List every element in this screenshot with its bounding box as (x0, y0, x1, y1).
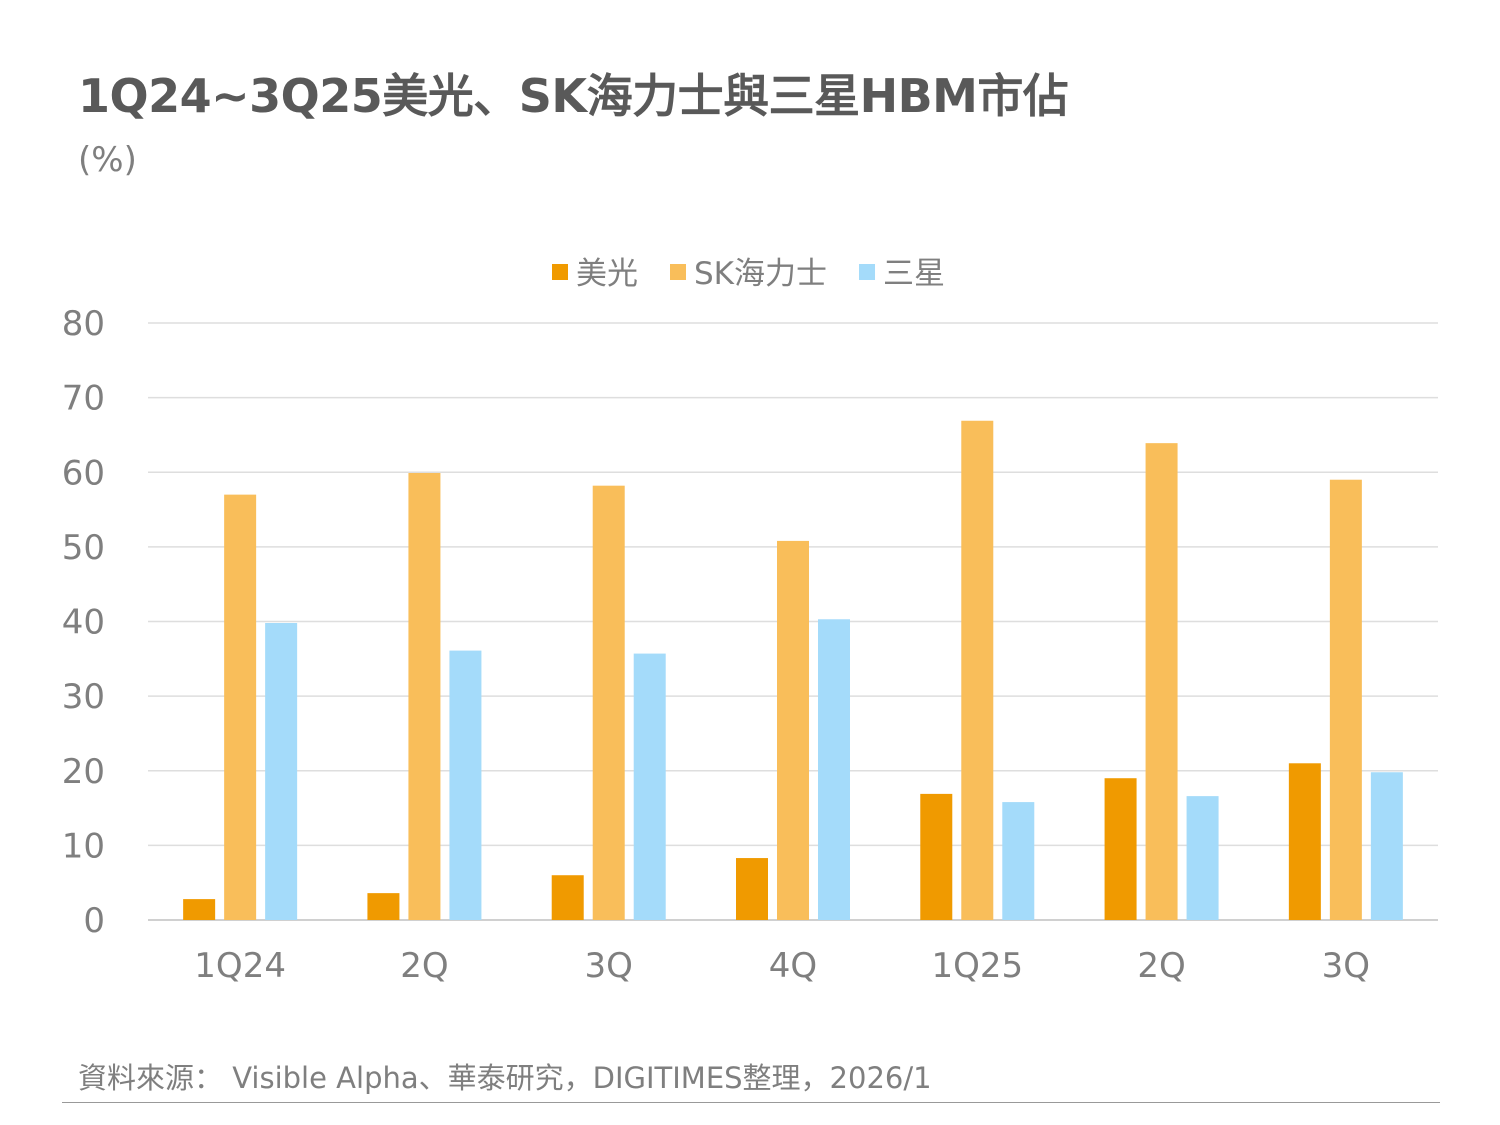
unit-label: (%) (78, 140, 137, 180)
x-tick-label: 3Q (585, 946, 633, 986)
bar-三星-2Q (1186, 796, 1219, 920)
legend-label: SK海力士 (694, 256, 827, 292)
y-tick-label: 60 (62, 453, 105, 493)
bar-SK海力士-2Q (1145, 443, 1178, 920)
bar-SK海力士-1Q25 (961, 420, 994, 920)
x-tick-label: 1Q25 (931, 946, 1023, 986)
bar-SK海力士-3Q (592, 485, 625, 920)
x-tick-label: 4Q (769, 946, 817, 986)
bar-美光-2Q (367, 893, 400, 920)
x-tick-label: 2Q (400, 946, 448, 986)
bar-三星-2Q (449, 650, 482, 920)
bar-SK海力士-4Q (777, 540, 809, 920)
x-tick-label: 1Q24 (194, 946, 286, 986)
y-tick-label: 70 (62, 379, 105, 419)
bar-美光-2Q (1104, 778, 1137, 920)
bar-美光-1Q25 (920, 793, 953, 920)
legend-label: 美光 (576, 256, 638, 292)
bar-三星-1Q25 (1002, 802, 1035, 920)
bar-美光-3Q (551, 875, 584, 920)
divider (62, 1102, 1440, 1103)
bar-美光-3Q (1288, 763, 1321, 920)
bar-美光-1Q24 (183, 899, 216, 920)
bar-三星-3Q (633, 653, 666, 920)
bar-三星-3Q (1370, 772, 1403, 920)
y-tick-label: 10 (62, 826, 105, 866)
y-tick-label: 20 (62, 752, 105, 792)
x-tick-label: 3Q (1322, 946, 1370, 986)
bar-SK海力士-2Q (408, 472, 441, 920)
legend-swatch (552, 264, 568, 280)
y-tick-label: 40 (62, 603, 105, 643)
legend-swatch (859, 264, 876, 280)
bar-SK海力士-3Q (1329, 479, 1362, 920)
source-note: 資料來源： Visible Alpha、華泰研究，DIGITIMES整理，202… (78, 1061, 932, 1095)
x-tick-label: 2Q (1137, 946, 1185, 986)
legend-swatch (670, 264, 686, 280)
bar-三星-4Q (818, 619, 850, 920)
y-tick-label: 50 (62, 528, 105, 568)
chart-title: 1Q24~3Q25美光、SK海力士與三星HBM市佔 (78, 69, 1069, 123)
y-tick-label: 30 (62, 677, 105, 717)
y-tick-label: 0 (83, 901, 105, 941)
bar-SK海力士-1Q24 (224, 494, 257, 920)
y-tick-label: 80 (62, 304, 105, 344)
legend-label: 三星 (883, 256, 945, 292)
bar-美光-4Q (736, 858, 768, 920)
bar-三星-1Q24 (265, 622, 298, 920)
